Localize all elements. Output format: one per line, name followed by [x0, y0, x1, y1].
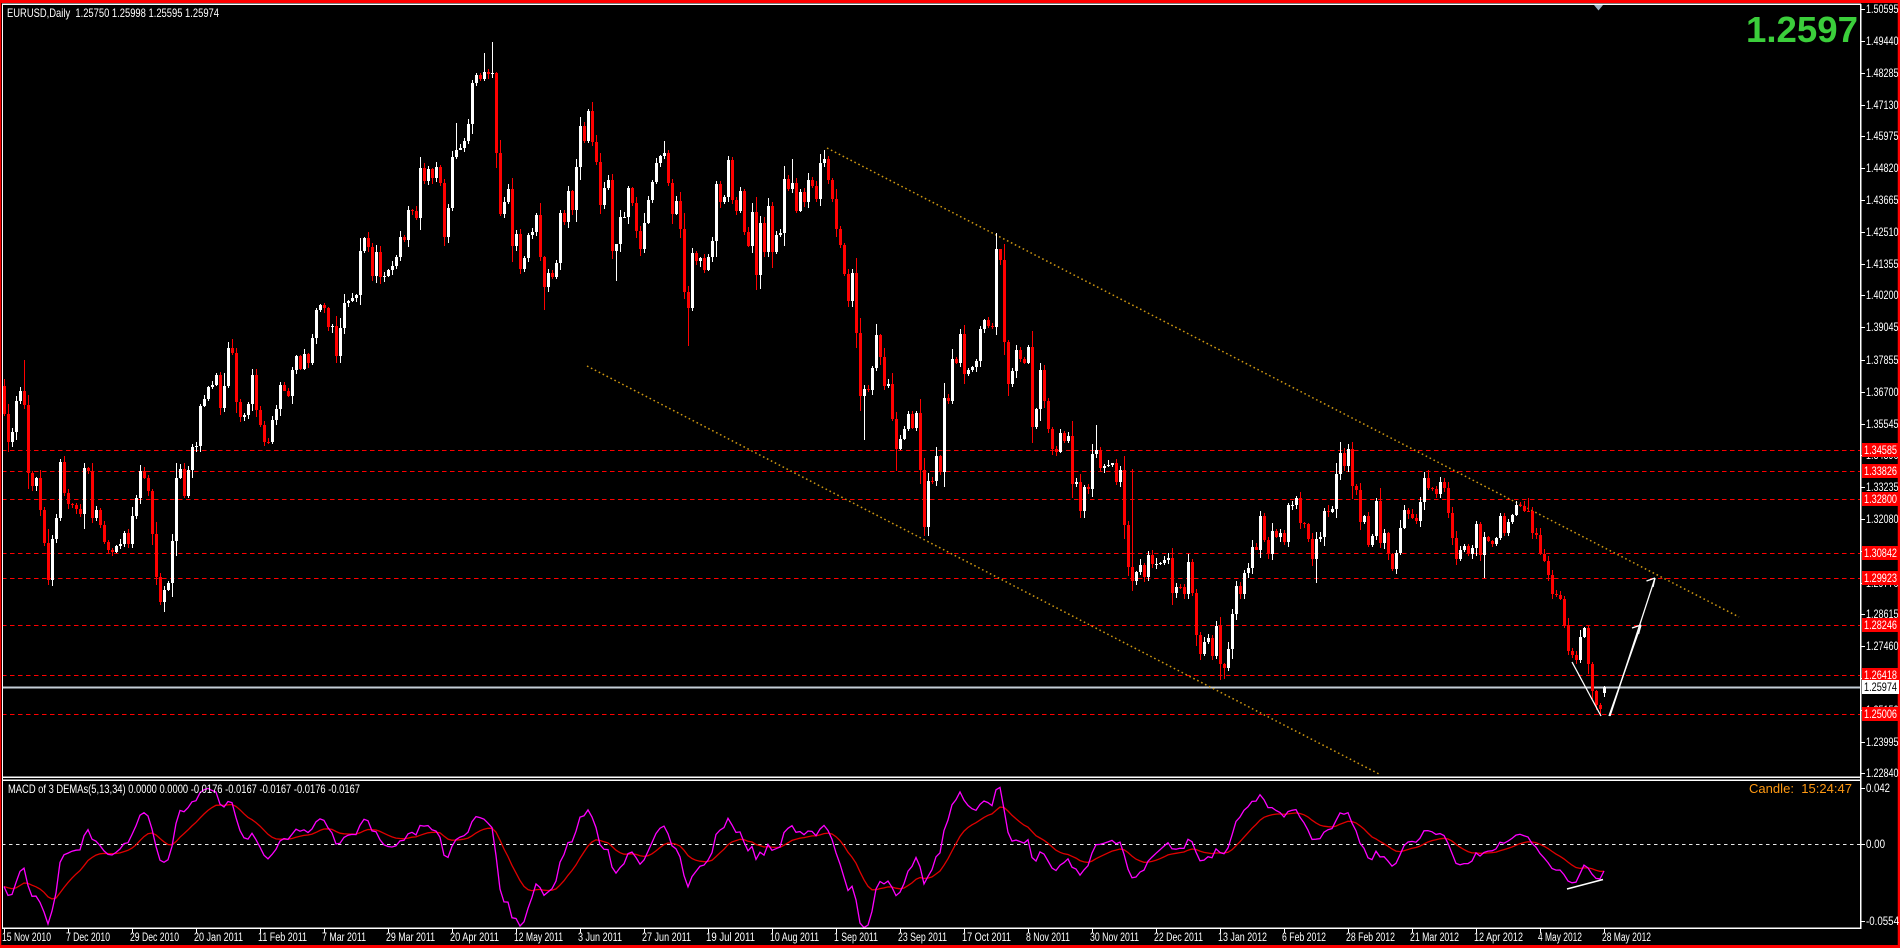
svg-text:13 Jan 2012: 13 Jan 2012 [1218, 932, 1267, 944]
svg-text:10 Aug 2011: 10 Aug 2011 [770, 932, 819, 944]
svg-text:19 Jul 2011: 19 Jul 2011 [706, 932, 755, 944]
svg-text:7 Dec 2010: 7 Dec 2010 [66, 932, 110, 944]
svg-text:1.27460: 1.27460 [1866, 641, 1899, 653]
svg-text:1.34585: 1.34585 [1864, 445, 1897, 457]
svg-text:1.50595: 1.50595 [1866, 4, 1899, 16]
svg-text:1.41355: 1.41355 [1866, 259, 1899, 271]
svg-text:Candle: 15:24:47: Candle: 15:24:47 [1749, 782, 1852, 796]
svg-text:29 Dec 2010: 29 Dec 2010 [130, 932, 179, 944]
svg-text:1.39045: 1.39045 [1866, 322, 1899, 334]
svg-text:28 Feb 2012: 28 Feb 2012 [1346, 932, 1395, 944]
svg-text:21 Mar 2012: 21 Mar 2012 [1410, 932, 1459, 944]
svg-text:1.42510: 1.42510 [1866, 227, 1899, 239]
svg-text:0.042: 0.042 [1866, 783, 1890, 795]
svg-text:23 Sep 2011: 23 Sep 2011 [898, 932, 947, 944]
svg-text:1.25006: 1.25006 [1864, 709, 1897, 721]
svg-text:8 Nov 2011: 8 Nov 2011 [1026, 932, 1070, 944]
svg-text:11 Feb 2011: 11 Feb 2011 [258, 932, 307, 944]
svg-text:-0.0554: -0.0554 [1866, 916, 1900, 928]
svg-text:1.44820: 1.44820 [1866, 163, 1899, 175]
svg-text:12 Apr 2012: 12 Apr 2012 [1474, 932, 1523, 944]
svg-text:1.22840: 1.22840 [1866, 768, 1899, 780]
svg-text:22 Dec 2011: 22 Dec 2011 [1154, 932, 1203, 944]
svg-text:29 Mar 2011: 29 Mar 2011 [386, 932, 435, 944]
svg-text:1.33826: 1.33826 [1864, 466, 1897, 478]
svg-text:0.00: 0.00 [1866, 839, 1885, 851]
svg-text:3 Jun 2011: 3 Jun 2011 [578, 932, 622, 944]
svg-text:28 May 2012: 28 May 2012 [1602, 932, 1651, 944]
svg-text:1 Sep 2011: 1 Sep 2011 [834, 932, 878, 944]
svg-text:20 Jan 2011: 20 Jan 2011 [194, 932, 243, 944]
svg-text:1.36700: 1.36700 [1866, 387, 1899, 399]
svg-text:1.45975: 1.45975 [1866, 131, 1899, 143]
svg-text:1.32080: 1.32080 [1866, 514, 1899, 526]
svg-text:1.40200: 1.40200 [1866, 290, 1899, 302]
svg-text:15 Nov 2010: 15 Nov 2010 [2, 932, 51, 944]
svg-text:1.48285: 1.48285 [1866, 68, 1899, 80]
svg-text:1.37855: 1.37855 [1866, 355, 1899, 367]
svg-text:20 Apr 2011: 20 Apr 2011 [450, 932, 499, 944]
svg-text:1.2597: 1.2597 [1746, 9, 1858, 50]
svg-text:1.49440: 1.49440 [1866, 36, 1899, 48]
svg-text:30 Nov 2011: 30 Nov 2011 [1090, 932, 1139, 944]
svg-text:MACD of 3 DEMAs(5,13,34) 0.000: MACD of 3 DEMAs(5,13,34) 0.0000 0.0000 -… [8, 782, 360, 796]
svg-text:4 May 2012: 4 May 2012 [1538, 932, 1582, 944]
svg-text:1.23995: 1.23995 [1866, 737, 1899, 749]
svg-text:1.30842: 1.30842 [1864, 548, 1897, 560]
svg-text:1.32800: 1.32800 [1864, 494, 1897, 506]
svg-text:17 Oct 2011: 17 Oct 2011 [962, 932, 1011, 944]
svg-text:1.33235: 1.33235 [1866, 482, 1899, 494]
svg-text:1.29923: 1.29923 [1864, 573, 1897, 585]
svg-text:6 Feb 2012: 6 Feb 2012 [1282, 932, 1326, 944]
svg-text:1.47130: 1.47130 [1866, 100, 1899, 112]
svg-text:12 May 2011: 12 May 2011 [514, 932, 563, 944]
svg-text:7 Mar 2011: 7 Mar 2011 [322, 932, 366, 944]
svg-text:1.25974: 1.25974 [1864, 682, 1897, 694]
svg-text:1.43665: 1.43665 [1866, 195, 1899, 207]
svg-text:EURUSD,Daily 1.25750 1.25998: EURUSD,Daily 1.25750 1.25998 1.25595 1.2… [7, 6, 219, 20]
svg-text:27 Jun 2011: 27 Jun 2011 [642, 932, 691, 944]
svg-text:1.28246: 1.28246 [1864, 620, 1897, 632]
svg-text:1.26418: 1.26418 [1864, 670, 1897, 682]
svg-text:1.35545: 1.35545 [1866, 419, 1899, 431]
